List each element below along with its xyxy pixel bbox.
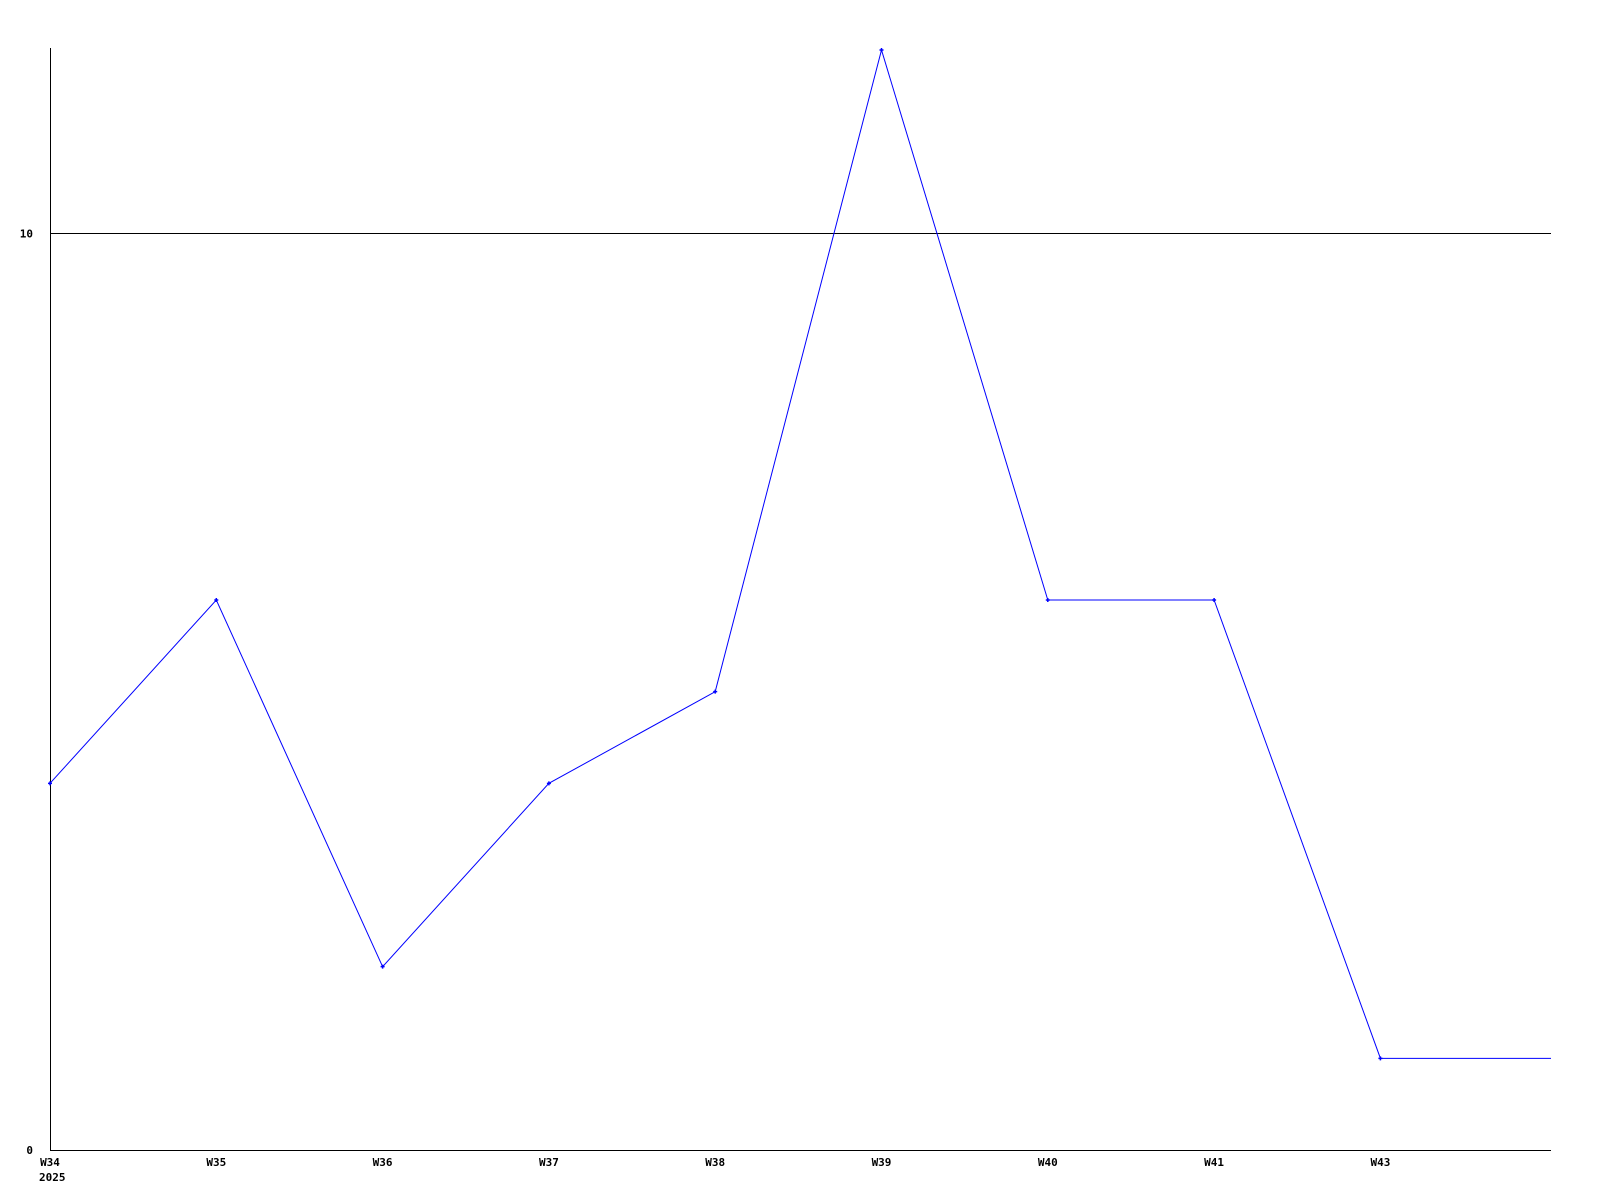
data-point <box>1378 1056 1383 1061</box>
x-tick-label: W36 <box>373 1156 393 1169</box>
x-tick-label: W43 <box>1370 1156 1390 1169</box>
data-point <box>48 781 52 786</box>
x-year-label: 2025 <box>39 1171 66 1184</box>
x-tick-label: W37 <box>539 1156 559 1169</box>
data-point <box>380 964 385 969</box>
x-tick-label: W34 <box>40 1156 60 1169</box>
x-tick-label: W38 <box>705 1156 725 1169</box>
series-line <box>49 48 1551 1059</box>
data-point <box>713 689 718 694</box>
x-tick-label: W40 <box>1038 1156 1058 1169</box>
y-tick-label: 10 <box>20 227 33 240</box>
data-point <box>546 781 551 786</box>
x-tick-label: W41 <box>1204 1156 1224 1169</box>
x-tick-label: W35 <box>206 1156 226 1169</box>
data-point <box>214 598 219 602</box>
data-point <box>1212 598 1217 602</box>
x-tick-label: W39 <box>872 1156 892 1169</box>
data-point <box>1045 598 1050 602</box>
data-point <box>879 48 884 52</box>
y-tick-label: 0 <box>26 1144 33 1157</box>
